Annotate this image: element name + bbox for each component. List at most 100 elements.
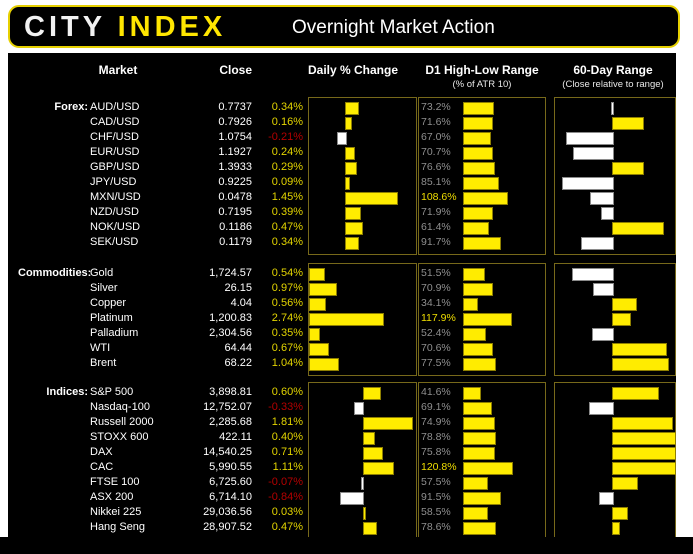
d1-range-bar xyxy=(463,507,489,520)
d1-range-bar xyxy=(463,132,492,145)
daily-change-bar xyxy=(309,313,385,326)
range60-bar xyxy=(612,447,676,460)
close-value: 1,724.57 xyxy=(209,267,252,279)
daily-change-value: -0.84% xyxy=(268,491,303,503)
d1-range-bar xyxy=(463,102,494,115)
d1-percent-label: 70.6% xyxy=(421,342,451,354)
daily-change-value: 0.03% xyxy=(271,506,303,518)
range60-bar xyxy=(581,237,614,250)
d1-percent-label: 78.8% xyxy=(421,431,451,443)
d1-percent-label: 91.7% xyxy=(421,236,451,248)
market-label: Nasdaq-100 xyxy=(90,401,150,413)
logo-city-text: CITY xyxy=(24,11,106,43)
daily-change-bar xyxy=(362,522,378,535)
market-label: SEK/USD xyxy=(90,236,139,248)
d1-range-bar xyxy=(463,222,490,235)
column-subheader-close-relative: (Close relative to range) xyxy=(562,79,664,90)
daily-change-bar xyxy=(353,402,365,415)
d1-range-bar xyxy=(463,268,486,281)
daily-change-value: 0.97% xyxy=(271,282,303,294)
d1-range-bar xyxy=(463,402,493,415)
daily-change-bar xyxy=(344,147,356,160)
daily-change-bar xyxy=(344,162,357,175)
d1-percent-label: 76.6% xyxy=(421,161,451,173)
daily-change-value: 0.67% xyxy=(271,342,303,354)
market-label: NOK/USD xyxy=(90,221,141,233)
d1-percent-label: 70.7% xyxy=(421,146,451,158)
daily-change-value: 0.29% xyxy=(271,161,303,173)
range60-bar xyxy=(572,147,614,160)
market-label: STOXX 600 xyxy=(90,431,149,443)
daily-change-bar xyxy=(362,447,384,460)
daily-change-bar xyxy=(344,237,359,250)
d1-range-bar xyxy=(463,447,495,460)
market-label: Platinum xyxy=(90,312,133,324)
d1-range-bar xyxy=(463,492,502,505)
d1-percent-label: 71.6% xyxy=(421,116,451,128)
market-label: Hang Seng xyxy=(90,521,146,533)
d1-percent-label: 58.5% xyxy=(421,506,451,518)
d1-percent-label: 77.5% xyxy=(421,357,451,369)
daily-change-value: 0.34% xyxy=(271,101,303,113)
d1-percent-label: 74.9% xyxy=(421,416,451,428)
column-header-60day-range: 60-Day Range xyxy=(573,63,653,77)
d1-range-bar xyxy=(463,522,497,535)
column-header-market: Market xyxy=(98,63,138,77)
close-value: 422.11 xyxy=(219,431,252,443)
d1-percent-label: 51.5% xyxy=(421,267,451,279)
daily-change-value: -0.33% xyxy=(268,401,303,413)
daily-change-value: 0.60% xyxy=(271,386,303,398)
close-value: 4.04 xyxy=(230,297,252,309)
daily-change-bar xyxy=(337,132,347,145)
city-index-logo: CITY INDEX xyxy=(24,7,226,46)
d1-range-bar xyxy=(463,313,512,326)
column-header-d1-range: D1 High-Low Range xyxy=(425,63,539,77)
section-label: Indices: xyxy=(46,386,88,398)
d1-range-bar xyxy=(463,432,497,445)
daily-change-bar xyxy=(344,192,399,205)
range60-bar xyxy=(612,162,644,175)
d1-percent-label: 71.9% xyxy=(421,206,451,218)
daily-change-value: 0.71% xyxy=(271,446,303,458)
d1-percent-label: 52.4% xyxy=(421,327,451,339)
range60-bar xyxy=(592,328,614,341)
daily-change-bar xyxy=(362,417,413,430)
market-label: Copper xyxy=(90,297,127,309)
close-value: 14,540.25 xyxy=(203,446,252,458)
daily-change-bar xyxy=(362,462,395,475)
range60-bar xyxy=(566,132,614,145)
close-value: 6,725.60 xyxy=(209,476,252,488)
market-label: JPY/USD xyxy=(90,176,137,188)
daily-change-bar xyxy=(344,207,361,220)
close-value: 0.0478 xyxy=(218,191,252,203)
market-label: CHF/USD xyxy=(90,131,139,143)
close-value: 29,036.56 xyxy=(203,506,252,518)
market-label: MXN/USD xyxy=(90,191,141,203)
range60-panel xyxy=(554,263,676,376)
d1-percent-label: 69.1% xyxy=(421,401,451,413)
d1-range-bar xyxy=(463,358,496,371)
daily-change-value: 0.34% xyxy=(271,236,303,248)
daily-change-value: 1.04% xyxy=(271,357,303,369)
d1-percent-label: 34.1% xyxy=(421,297,451,309)
daily-change-bar xyxy=(362,432,376,445)
d1-range-bar xyxy=(463,298,479,311)
daily-change-bar xyxy=(309,358,339,371)
range60-bar xyxy=(590,192,614,205)
close-value: 0.1179 xyxy=(219,236,252,248)
header-bar: CITY INDEX Overnight Market Action xyxy=(8,5,680,48)
d1-percent-label: 41.6% xyxy=(421,386,451,398)
close-value: 6,714.10 xyxy=(209,491,252,503)
range60-bar xyxy=(561,177,614,190)
range60-bar xyxy=(589,402,614,415)
range60-bar xyxy=(612,358,670,371)
close-value: 64.44 xyxy=(224,342,252,354)
close-value: 0.7195 xyxy=(218,206,252,218)
market-label: GBP/USD xyxy=(90,161,140,173)
range60-bar xyxy=(612,387,660,400)
daily-change-value: 0.39% xyxy=(271,206,303,218)
range60-bar xyxy=(571,268,614,281)
market-label: FTSE 100 xyxy=(90,476,140,488)
section-label: Commodities: xyxy=(18,267,92,279)
daily-change-value: 0.35% xyxy=(271,327,303,339)
